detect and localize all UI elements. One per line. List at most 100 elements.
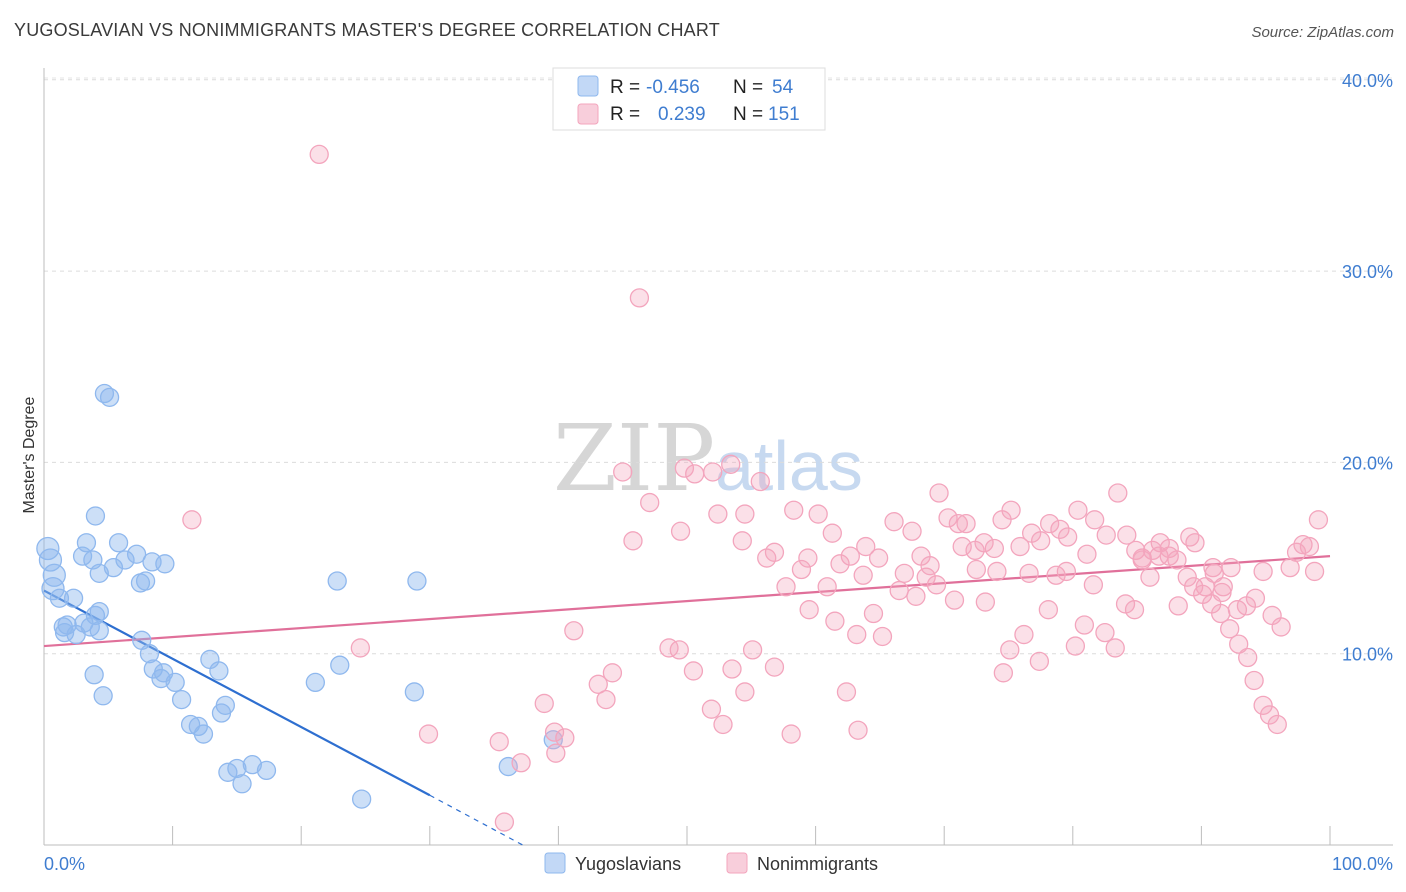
- data-point: [1040, 513, 1060, 534]
- data-point: [126, 544, 147, 564]
- data-point: [1244, 670, 1264, 691]
- data-point: [863, 603, 884, 624]
- data-points: [36, 144, 1329, 832]
- data-point: [1095, 623, 1115, 643]
- data-point: [351, 789, 372, 809]
- data-point: [1050, 519, 1070, 540]
- legend-swatch-nonimmigrants: [577, 103, 599, 125]
- data-point: [182, 510, 202, 530]
- data-point: [830, 554, 850, 574]
- data-point: [817, 577, 837, 597]
- data-point: [847, 624, 867, 645]
- data-point: [906, 586, 926, 606]
- data-point: [256, 760, 277, 781]
- data-point: [94, 383, 115, 404]
- data-point: [974, 533, 994, 553]
- watermark-zip: ZIP: [553, 405, 715, 512]
- x-tick-label-min: 0.0%: [44, 854, 85, 874]
- data-point: [494, 812, 515, 832]
- axes: [43, 68, 1393, 846]
- data-point: [856, 536, 876, 557]
- data-point: [330, 655, 350, 675]
- data-point: [1010, 536, 1030, 557]
- data-point: [1159, 538, 1179, 559]
- x-tick-label-max: 100.0%: [1332, 854, 1393, 874]
- data-point: [1065, 636, 1086, 656]
- data-point: [742, 640, 763, 660]
- data-point: [1014, 624, 1034, 645]
- data-point: [218, 762, 238, 782]
- data-point: [1213, 577, 1233, 597]
- data-point: [1038, 600, 1059, 620]
- data-point: [49, 588, 70, 608]
- data-point: [1253, 561, 1273, 582]
- data-point: [546, 743, 566, 763]
- data-point: [701, 699, 722, 719]
- data-point: [1058, 527, 1078, 547]
- data-point: [588, 674, 608, 694]
- data-point: [418, 724, 439, 744]
- data-point: [404, 682, 425, 702]
- data-point: [1019, 563, 1039, 584]
- data-point: [534, 693, 554, 714]
- data-point: [722, 659, 742, 679]
- data-point: [629, 288, 650, 308]
- trend-line-extension: [429, 794, 527, 848]
- series-yugoslavians: [36, 383, 563, 809]
- data-point: [1167, 550, 1187, 570]
- legend-n-value-1: 54: [772, 77, 794, 98]
- data-point: [623, 531, 643, 551]
- data-point: [115, 550, 135, 570]
- data-point: [1180, 527, 1200, 547]
- data-point: [916, 567, 936, 587]
- data-point: [721, 454, 741, 474]
- data-point: [840, 546, 860, 566]
- data-point: [825, 611, 845, 631]
- data-point: [350, 638, 371, 658]
- legend-r-label-2: R =: [610, 104, 640, 125]
- data-point: [89, 621, 109, 641]
- data-point: [776, 577, 796, 597]
- data-point: [868, 548, 889, 568]
- data-point: [984, 538, 1005, 559]
- data-point: [732, 531, 752, 551]
- data-point: [944, 590, 965, 610]
- data-point: [808, 504, 828, 524]
- data-point: [76, 533, 97, 553]
- series-nonimmigrants: [182, 144, 1329, 832]
- data-point: [1001, 500, 1021, 520]
- data-point: [975, 592, 996, 612]
- data-point: [708, 504, 728, 524]
- data-point: [1271, 617, 1291, 637]
- y-tick-label: 40.0%: [1342, 71, 1393, 91]
- data-point: [209, 661, 229, 681]
- legend-n-value-2: 151: [768, 104, 800, 125]
- data-point: [659, 638, 679, 658]
- y-tick-label: 10.0%: [1342, 645, 1393, 665]
- data-point: [38, 548, 63, 572]
- data-point: [1029, 651, 1050, 672]
- data-point: [836, 682, 857, 702]
- data-point: [822, 523, 842, 543]
- data-point: [889, 580, 909, 601]
- data-point: [139, 644, 160, 664]
- data-point: [1126, 540, 1146, 561]
- data-point: [1056, 561, 1077, 582]
- data-point: [1304, 561, 1325, 582]
- data-point: [674, 458, 695, 478]
- gridlines: [44, 77, 1393, 655]
- data-point: [36, 536, 60, 561]
- data-point: [1149, 546, 1169, 566]
- legend-n-label-1: N =: [733, 77, 763, 98]
- data-point: [926, 575, 947, 595]
- data-point: [987, 561, 1007, 582]
- data-point: [564, 621, 584, 641]
- data-point: [544, 722, 565, 742]
- data-point: [757, 548, 777, 568]
- data-point: [171, 689, 192, 710]
- data-point: [41, 577, 65, 601]
- data-point: [327, 571, 347, 591]
- data-point: [938, 508, 958, 528]
- data-point: [1204, 563, 1224, 584]
